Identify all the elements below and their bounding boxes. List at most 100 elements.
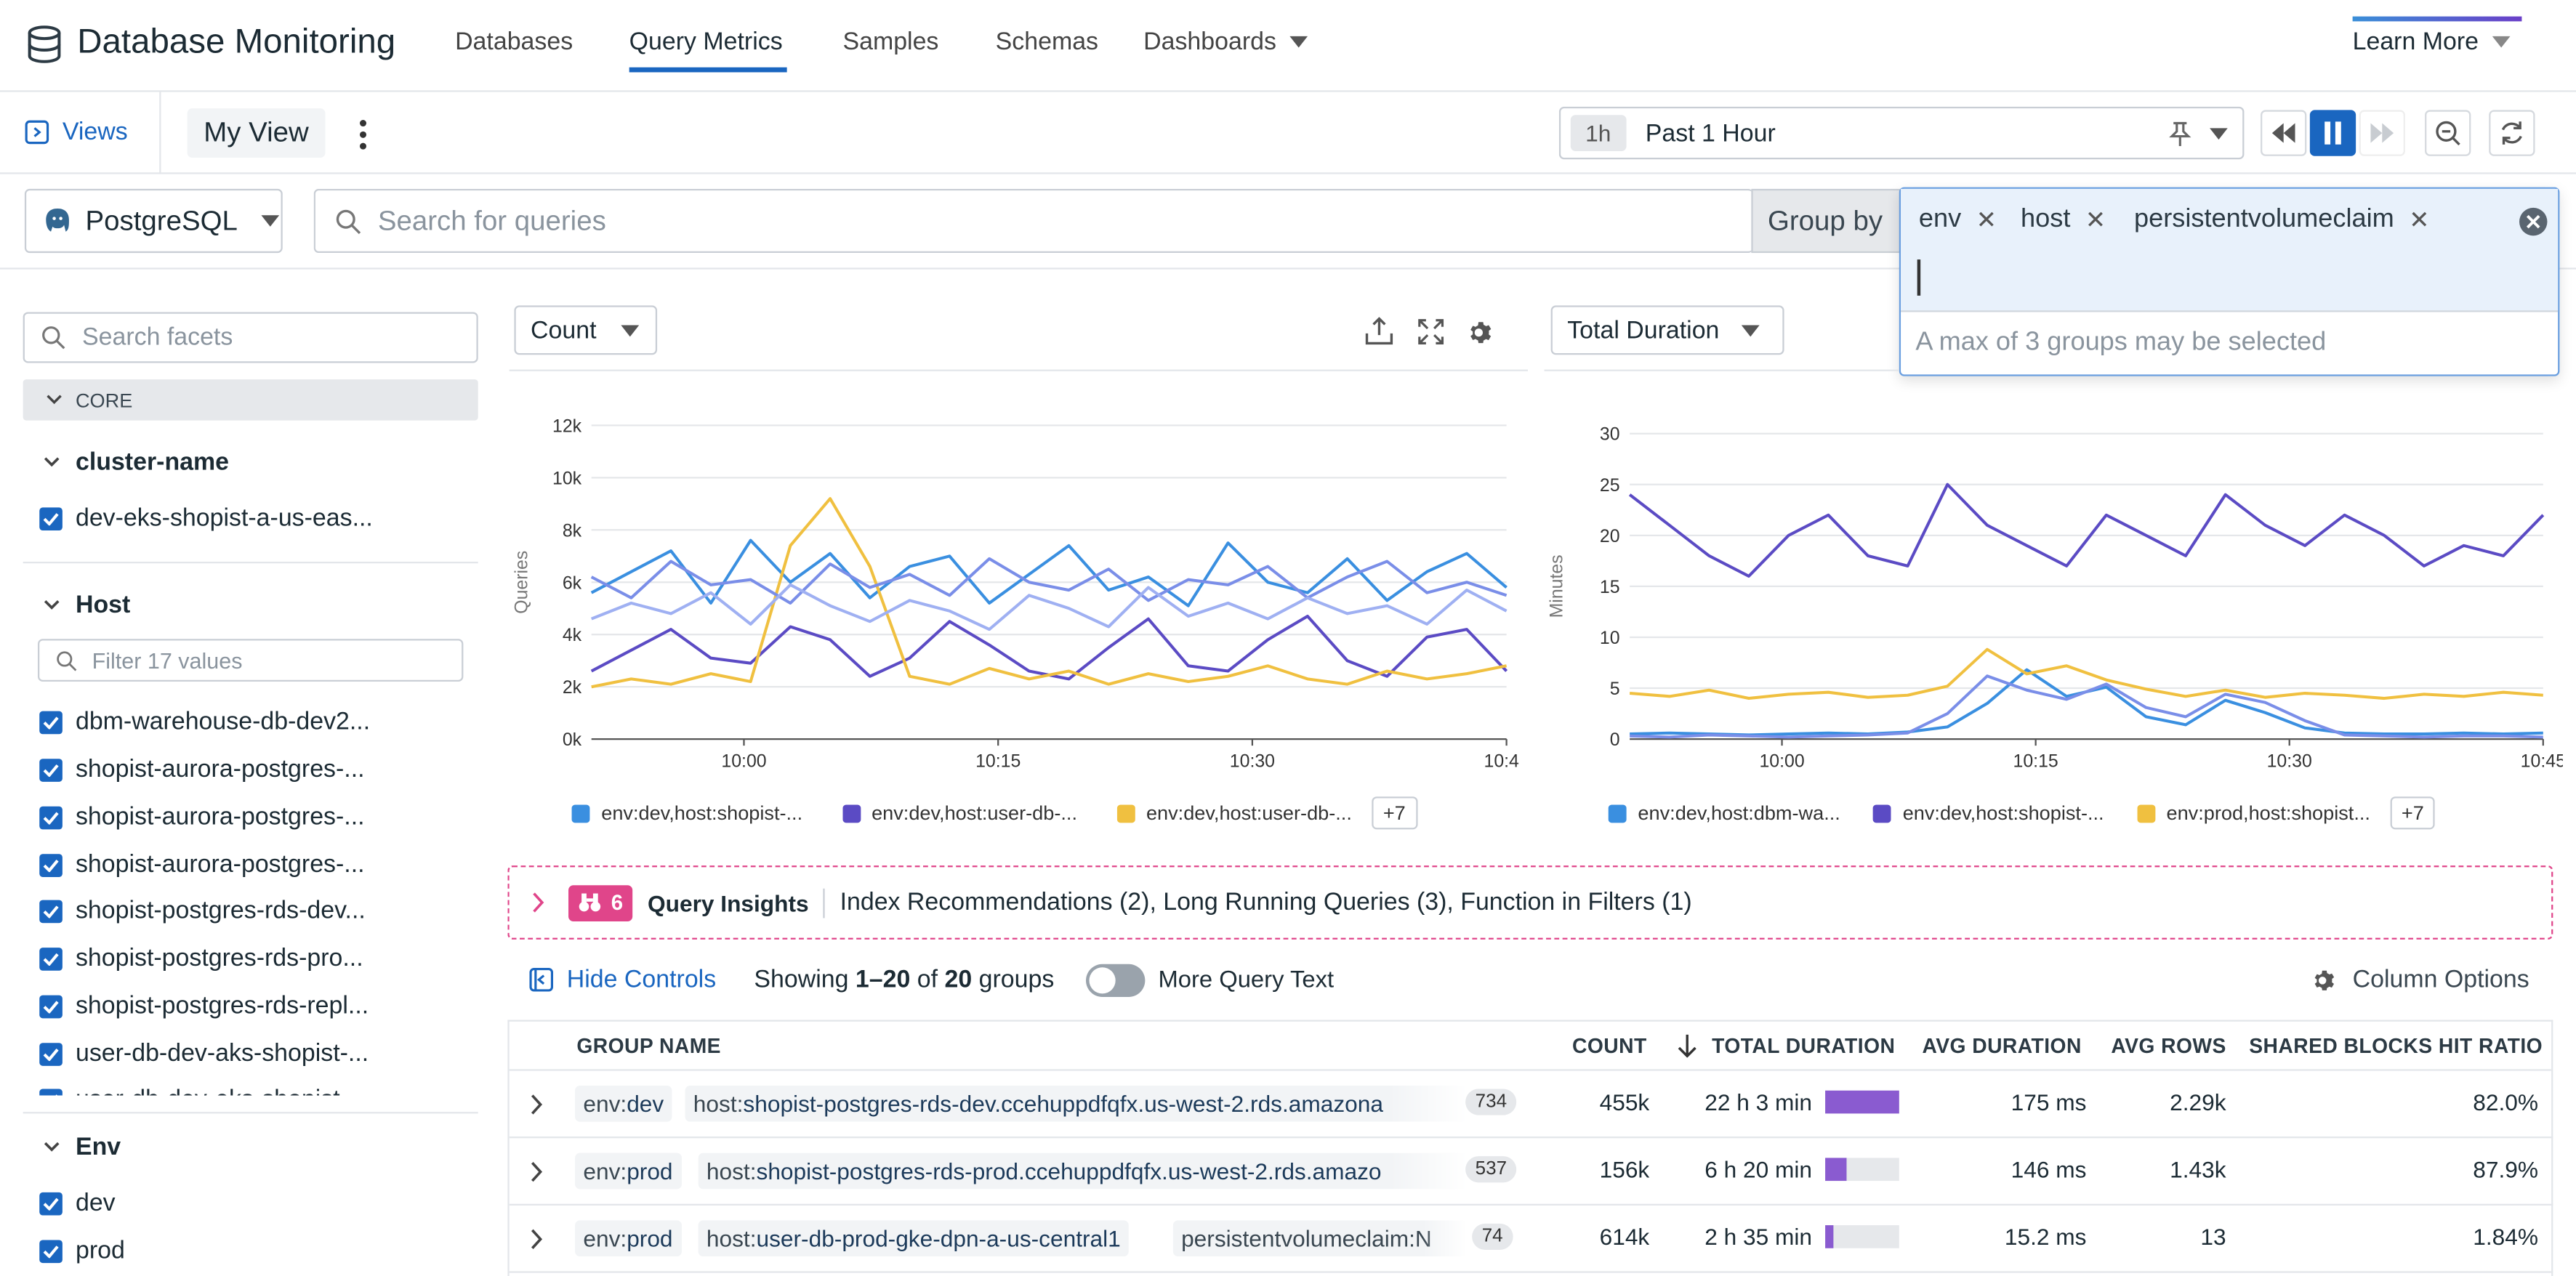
remove-chip-icon[interactable]: ✕ [1976, 206, 1997, 235]
checkbox-checked-icon[interactable] [39, 758, 63, 781]
group-by-chip-persistentvolumeclaim[interactable]: persistentvolumeclaim ✕ [2134, 206, 2430, 235]
chevron-down-icon[interactable] [2209, 128, 2228, 140]
legend-item[interactable]: env:prod,host:shopist... [2136, 801, 2370, 825]
hide-controls-button[interactable]: Hide Controls [529, 966, 716, 993]
legend-item[interactable]: env:dev,host:user-db-... [842, 801, 1077, 825]
table-row[interactable]: env:prod host:user-db-prod-gke-dpn-a-us-… [509, 1206, 2553, 1273]
time-range-picker[interactable]: 1h Past 1 Hour [1558, 106, 2245, 160]
legend-item[interactable]: env:dev,host:shopist-... [571, 801, 802, 825]
legend-item[interactable]: env:dev,host:dbm-wa... [1608, 801, 1840, 825]
column-header-total-duration[interactable]: TOTAL DURATION [1712, 1034, 1896, 1058]
column-header-group-name[interactable]: GROUP NAME [576, 1034, 721, 1058]
facet-env-header[interactable]: Env [43, 1134, 121, 1161]
checkbox-checked-icon[interactable] [39, 994, 63, 1018]
column-options-button[interactable]: Column Options [2311, 966, 2529, 993]
chevron-right-icon[interactable] [529, 1161, 544, 1182]
left-metric-select[interactable]: Count [514, 305, 658, 355]
query-insights-banner[interactable]: 6 Query Insights Index Recommendations (… [507, 865, 2553, 940]
facet-cluster-name-header[interactable]: cluster-name [43, 448, 229, 476]
queries-count-chart[interactable]: 0k 2k 4k 6k 8k 10k 12k Queries 10:00 10:15 10:30 10… [510, 408, 1520, 772]
nav-databases[interactable]: Databases [455, 28, 573, 56]
checkbox-checked-icon[interactable] [39, 899, 63, 923]
rewind-button[interactable] [2261, 110, 2307, 156]
series-line-3[interactable] [1630, 674, 2543, 739]
facet-checkbox-item[interactable]: dev [39, 1189, 116, 1217]
nav-schemas[interactable]: Schemas [995, 28, 1099, 56]
column-header-shared-blocks-hit-ratio[interactable]: SHARED BLOCKS HIT RATIO [2249, 1034, 2543, 1058]
facet-checkbox-item[interactable]: user-db-dev-aks-shopist-... [39, 1040, 369, 1067]
zoom-out-button[interactable] [2425, 110, 2471, 156]
view-name-button[interactable]: My View [187, 108, 326, 158]
facet-checkbox-item[interactable]: shopist-postgres-rds-dev... [39, 897, 366, 924]
facet-checkbox-item[interactable]: shopist-aurora-postgres-... [39, 756, 365, 783]
series-line-1[interactable] [590, 614, 1508, 681]
core-section-header[interactable]: CORE [23, 379, 478, 421]
facet-search-input[interactable]: Search facets [23, 312, 478, 363]
group-by-input-area[interactable] [1901, 188, 2559, 311]
checkbox-checked-icon[interactable] [39, 506, 63, 530]
series-line-2[interactable] [591, 497, 1508, 689]
learn-more-button[interactable]: Learn More [2353, 28, 2510, 56]
group-by-chip-env[interactable]: env ✕ [1919, 206, 1997, 235]
settings-icon[interactable] [1467, 318, 1494, 351]
series-line-0[interactable] [1630, 668, 2543, 737]
series-line-0[interactable] [590, 538, 1508, 607]
more-options-icon[interactable] [358, 118, 369, 156]
nav-dashboards[interactable]: Dashboards [1143, 28, 1308, 56]
more-query-text-toggle[interactable] [1085, 964, 1146, 997]
right-metric-select[interactable]: Total Duration [1550, 305, 1784, 355]
series-line-3[interactable] [590, 557, 1508, 605]
legend-item[interactable]: env:dev,host:user-db-... [1116, 801, 1352, 825]
column-header-avg-rows[interactable]: AVG ROWS [2111, 1034, 2226, 1058]
host-facet-list[interactable]: dbm-warehouse-db-dev2... shopist-aurora-… [0, 705, 493, 1096]
total-duration-chart[interactable]: 0 5 10 15 20 25 30 Minutes 10:00 10:15 10:30 10:45 [1545, 417, 2563, 772]
checkbox-checked-icon[interactable] [39, 1191, 63, 1215]
checkbox-checked-icon[interactable] [39, 1239, 63, 1262]
legend-item[interactable]: env:dev,host:shopist-... [1873, 801, 2104, 825]
fast-forward-button[interactable] [2359, 110, 2405, 156]
checkbox-checked-icon[interactable] [39, 1042, 63, 1065]
series-line-4[interactable] [590, 583, 1508, 631]
table-row[interactable]: env:prod host:shopist-postgres-rds-prod.… [509, 1138, 2553, 1206]
series-line-2[interactable] [1629, 647, 2543, 700]
checkbox-checked-icon[interactable] [39, 1088, 63, 1096]
query-search-input[interactable]: Search for queries [313, 188, 1753, 254]
column-header-avg-duration[interactable]: AVG DURATION [1922, 1034, 2082, 1058]
series-line-1[interactable] [1628, 482, 2545, 578]
views-button[interactable]: Views [25, 118, 128, 146]
fullscreen-icon[interactable] [1418, 318, 1444, 350]
sort-descending-icon[interactable] [1678, 1033, 1697, 1058]
facet-checkbox-item[interactable]: dev-eks-shopist-a-us-eas... [39, 504, 373, 532]
remove-chip-icon[interactable]: ✕ [2409, 206, 2430, 235]
facet-checkbox-item[interactable]: shopist-aurora-postgres-... [39, 803, 365, 831]
facet-checkbox-item[interactable]: shopist-aurora-postgres-... [39, 851, 365, 879]
group-by-dropdown[interactable]: env ✕ host ✕ persistentvolumeclaim ✕ A m… [1899, 187, 2560, 376]
export-icon[interactable] [1365, 317, 1393, 350]
chevron-right-icon[interactable] [531, 892, 545, 913]
database-type-select[interactable]: PostgreSQL [24, 188, 283, 254]
nav-query-metrics[interactable]: Query Metrics [629, 28, 783, 56]
legend-more-button[interactable]: +7 [2390, 796, 2436, 830]
chevron-right-icon[interactable] [529, 1094, 544, 1115]
checkbox-checked-icon[interactable] [39, 853, 63, 876]
clear-all-icon[interactable] [2519, 207, 2548, 241]
facet-checkbox-item[interactable]: shopist-postgres-rds-pro... [39, 945, 363, 972]
checkbox-checked-icon[interactable] [39, 947, 63, 970]
facet-checkbox-item[interactable]: user-db-dev-eks-shopist... [39, 1086, 361, 1096]
legend-more-button[interactable]: +7 [1372, 796, 1417, 830]
facet-checkbox-item[interactable]: shopist-postgres-rds-repl... [39, 992, 369, 1020]
remove-chip-icon[interactable]: ✕ [2085, 206, 2106, 235]
table-row[interactable]: env:dev host:shopist-postgres-rds-dev.cc… [509, 1071, 2553, 1139]
nav-samples[interactable]: Samples [842, 28, 939, 56]
pause-button[interactable] [2309, 110, 2356, 156]
refresh-button[interactable] [2489, 110, 2535, 156]
pin-icon[interactable] [2168, 121, 2191, 147]
facet-host-header[interactable]: Host [43, 591, 130, 619]
checkbox-checked-icon[interactable] [39, 710, 63, 734]
host-filter-input[interactable]: Filter 17 values [37, 639, 464, 682]
chevron-right-icon[interactable] [529, 1229, 544, 1250]
facet-checkbox-item[interactable]: dbm-warehouse-db-dev2... [39, 708, 370, 736]
group-by-chip-host[interactable]: host ✕ [2021, 206, 2106, 235]
column-header-count[interactable]: COUNT [1572, 1034, 1647, 1058]
checkbox-checked-icon[interactable] [39, 805, 63, 829]
